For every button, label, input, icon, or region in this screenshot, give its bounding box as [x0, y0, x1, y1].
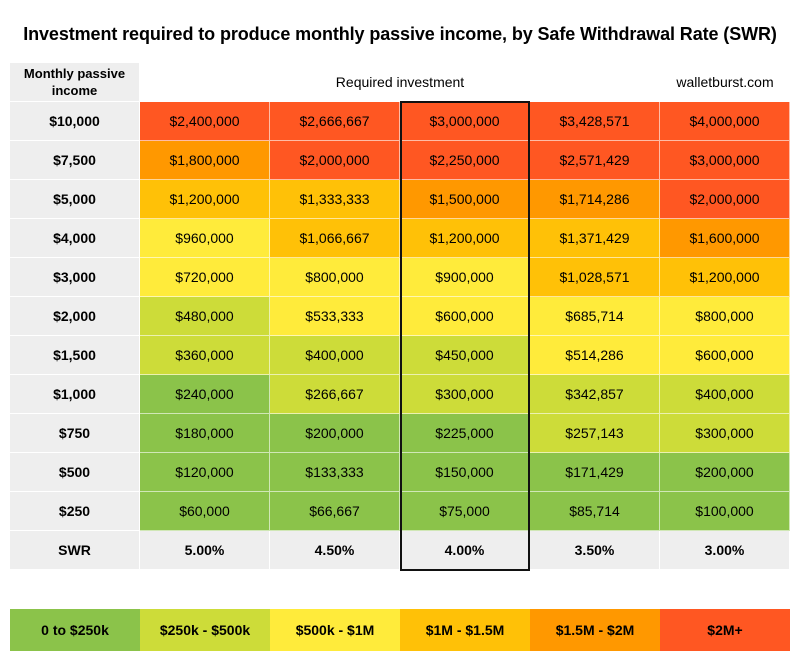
table-cell: $200,000	[660, 453, 790, 492]
table-cell: $514,286	[530, 336, 660, 375]
table-cell: $133,333	[270, 453, 400, 492]
table-cell: $60,000	[140, 492, 270, 531]
table-cell: $342,857	[530, 375, 660, 414]
row-label: $1,500	[10, 336, 140, 375]
legend-item: 0 to $250k	[10, 609, 140, 651]
swr-column-label: 4.00%	[400, 531, 530, 570]
row-label: $250	[10, 492, 140, 531]
table-cell: $66,667	[270, 492, 400, 531]
table-cell: $900,000	[400, 258, 530, 297]
table-cell: $2,400,000	[140, 102, 270, 141]
table-cell: $3,000,000	[660, 141, 790, 180]
table-cell: $600,000	[660, 336, 790, 375]
table-cell: $1,500,000	[400, 180, 530, 219]
table-cell: $240,000	[140, 375, 270, 414]
row-label: $10,000	[10, 102, 140, 141]
table-cell: $800,000	[270, 258, 400, 297]
row-header-label: Monthly passive income	[10, 63, 139, 101]
table-cell: $75,000	[400, 492, 530, 531]
row-label: $500	[10, 453, 140, 492]
table-cell: $3,428,571	[530, 102, 660, 141]
row-label: $4,000	[10, 219, 140, 258]
source-label: walletburst.com	[676, 74, 774, 90]
swr-column-label: 3.00%	[660, 531, 790, 570]
table-cell: $1,028,571	[530, 258, 660, 297]
table-cell: $480,000	[140, 297, 270, 336]
table-cell: $150,000	[400, 453, 530, 492]
table-cell: $300,000	[400, 375, 530, 414]
table-cell: $400,000	[660, 375, 790, 414]
legend-item: $250k - $500k	[140, 609, 270, 651]
table-cell: $100,000	[660, 492, 790, 531]
table-cell: $1,800,000	[140, 141, 270, 180]
table-cell: $2,571,429	[530, 141, 660, 180]
table-cell: $1,200,000	[660, 258, 790, 297]
row-label: $2,000	[10, 297, 140, 336]
table-cell: $720,000	[140, 258, 270, 297]
table-cell: $400,000	[270, 336, 400, 375]
color-legend: 0 to $250k $250k - $500k $500k - $1M $1M - …	[10, 609, 790, 651]
table-cell: $2,250,000	[400, 141, 530, 180]
table-cell: $266,667	[270, 375, 400, 414]
table-cell: $4,000,000	[660, 102, 790, 141]
table-cell: $1,371,429	[530, 219, 660, 258]
chart-title: Investment required to produce monthly p…	[23, 24, 777, 44]
row-label: $7,500	[10, 141, 140, 180]
table-cell: $1,333,333	[270, 180, 400, 219]
swr-column-label: 4.50%	[270, 531, 400, 570]
legend-item: $500k - $1M	[270, 609, 400, 651]
table-cell: $3,000,000	[400, 102, 530, 141]
table-cell: $120,000	[140, 453, 270, 492]
table-cell: $225,000	[400, 414, 530, 453]
table-cell: $1,600,000	[660, 219, 790, 258]
investment-table: $10,000 $2,400,000 $2,666,667 $3,000,000 $3,…	[10, 102, 790, 570]
table-cell: $1,200,000	[140, 180, 270, 219]
table-cell: $85,714	[530, 492, 660, 531]
table-cell: $2,000,000	[270, 141, 400, 180]
table-cell: $257,143	[530, 414, 660, 453]
swr-column-label: 3.50%	[530, 531, 660, 570]
column-group-label: Required investment	[335, 74, 465, 90]
table-cell: $180,000	[140, 414, 270, 453]
table-cell: $300,000	[660, 414, 790, 453]
row-header-label-text: Monthly passive income	[23, 66, 126, 98]
table-cell: $960,000	[140, 219, 270, 258]
row-label: $5,000	[10, 180, 140, 219]
table-cell: $171,429	[530, 453, 660, 492]
table-cell: $533,333	[270, 297, 400, 336]
table-cell: $2,000,000	[660, 180, 790, 219]
table-cell: $360,000	[140, 336, 270, 375]
table-cell: $685,714	[530, 297, 660, 336]
legend-item: $1.5M - $2M	[530, 609, 660, 651]
row-label: $3,000	[10, 258, 140, 297]
table-cell: $200,000	[270, 414, 400, 453]
table-cell: $450,000	[400, 336, 530, 375]
table-cell: $1,714,286	[530, 180, 660, 219]
legend-item: $2M+	[660, 609, 790, 651]
table-cell: $1,200,000	[400, 219, 530, 258]
swr-column-label: 5.00%	[140, 531, 270, 570]
swr-label: SWR	[10, 531, 140, 570]
legend-item: $1M - $1.5M	[400, 609, 530, 651]
table-cell: $800,000	[660, 297, 790, 336]
row-label: $750	[10, 414, 140, 453]
row-label: $1,000	[10, 375, 140, 414]
table-cell: $600,000	[400, 297, 530, 336]
table-cell: $2,666,667	[270, 102, 400, 141]
table-cell: $1,066,667	[270, 219, 400, 258]
